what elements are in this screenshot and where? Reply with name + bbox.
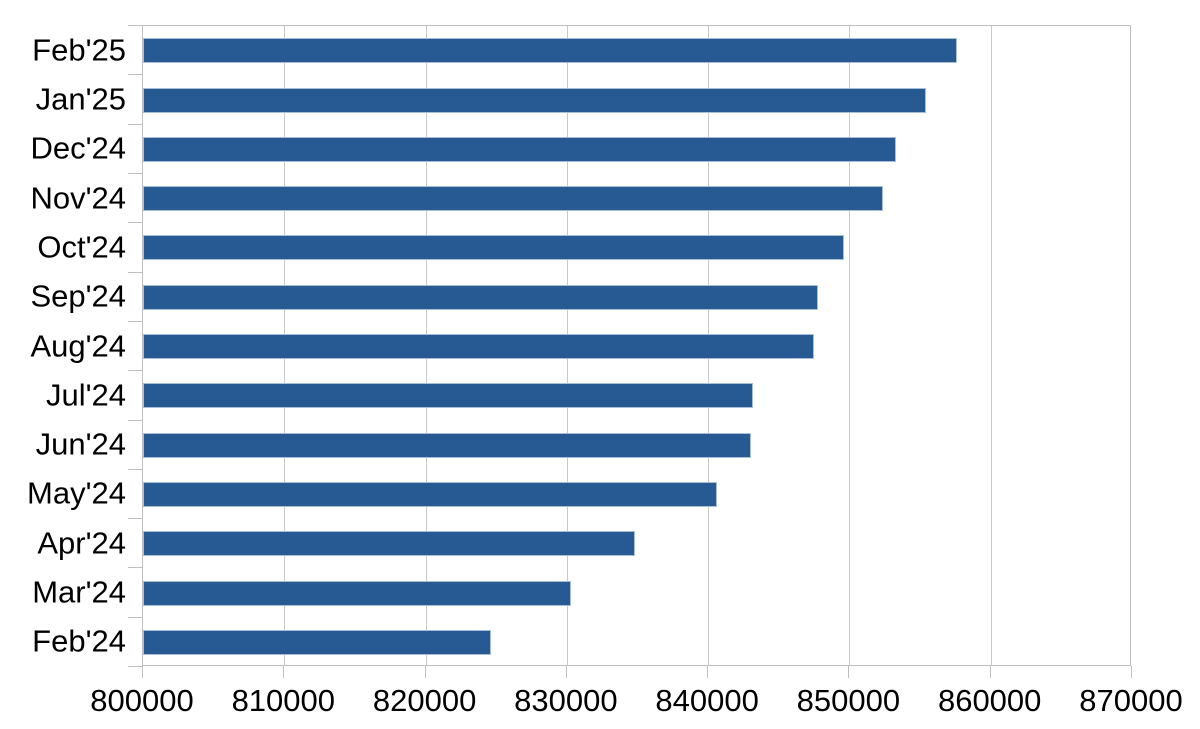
x-axis-label: 800000 — [90, 683, 194, 718]
x-axis-tick — [283, 666, 285, 678]
y-axis-label: Jan'25 — [35, 81, 126, 117]
y-axis-label: Aug'24 — [30, 328, 126, 363]
y-axis-tick — [128, 123, 142, 125]
x-axis-tick — [707, 666, 709, 678]
y-axis-tick — [128, 518, 142, 520]
bar-may24 — [143, 481, 717, 507]
bar-apr24 — [143, 531, 635, 557]
bar-jul24 — [143, 383, 754, 409]
y-axis-tick — [128, 468, 142, 470]
plot-area — [142, 25, 1131, 666]
x-axis-tick — [1131, 666, 1132, 678]
x-axis-label: 840000 — [655, 683, 759, 718]
gridline — [990, 26, 992, 665]
y-axis-tick — [128, 666, 142, 667]
bar-jun24 — [143, 432, 751, 458]
y-axis-label: Oct'24 — [37, 229, 126, 265]
y-axis-label: Jul'24 — [45, 377, 126, 413]
bar-dec24 — [143, 136, 897, 162]
bar-sep24 — [143, 284, 819, 310]
y-axis-tick — [128, 419, 142, 421]
y-axis-tick — [128, 172, 142, 174]
bar-feb24 — [143, 629, 491, 655]
y-axis-label: Mar'24 — [32, 574, 126, 610]
x-axis-label: 810000 — [231, 683, 336, 718]
x-axis-tick — [848, 666, 850, 678]
y-axis-tick — [128, 567, 142, 569]
y-axis-tick — [128, 370, 142, 372]
x-axis-label: 870000 — [1079, 683, 1183, 718]
x-axis-label: 860000 — [937, 683, 1042, 718]
y-axis-label: Nov'24 — [30, 180, 126, 216]
y-axis-tick — [128, 74, 142, 76]
y-axis-tick — [128, 616, 142, 618]
bar-mar24 — [143, 580, 572, 606]
bar-feb25 — [143, 38, 957, 64]
y-axis-tick — [128, 222, 142, 224]
y-axis-tick — [128, 25, 142, 26]
bar-aug24 — [143, 334, 815, 359]
y-axis-label: Dec'24 — [30, 130, 126, 166]
bar-oct24 — [143, 235, 844, 261]
y-axis-label: Feb'24 — [32, 623, 126, 659]
y-axis-tick — [128, 320, 142, 322]
y-axis-label: Jun'24 — [35, 426, 126, 462]
x-axis-label: 820000 — [372, 683, 477, 718]
y-axis-label: Feb'25 — [32, 32, 126, 68]
x-axis-tick — [424, 666, 426, 678]
y-axis-tick — [128, 271, 142, 273]
x-axis-tick — [565, 666, 567, 678]
y-axis-label: Apr'24 — [37, 525, 126, 561]
bar-jan25 — [143, 87, 926, 113]
gridline — [849, 26, 851, 665]
y-axis-label: Sep'24 — [30, 278, 126, 314]
bar-nov24 — [143, 186, 884, 212]
x-axis-tick — [142, 666, 143, 678]
y-axis-label: May'24 — [27, 475, 126, 511]
x-axis-label: 850000 — [796, 683, 901, 718]
x-axis-label: 830000 — [514, 683, 618, 718]
x-axis-tick — [989, 666, 991, 678]
